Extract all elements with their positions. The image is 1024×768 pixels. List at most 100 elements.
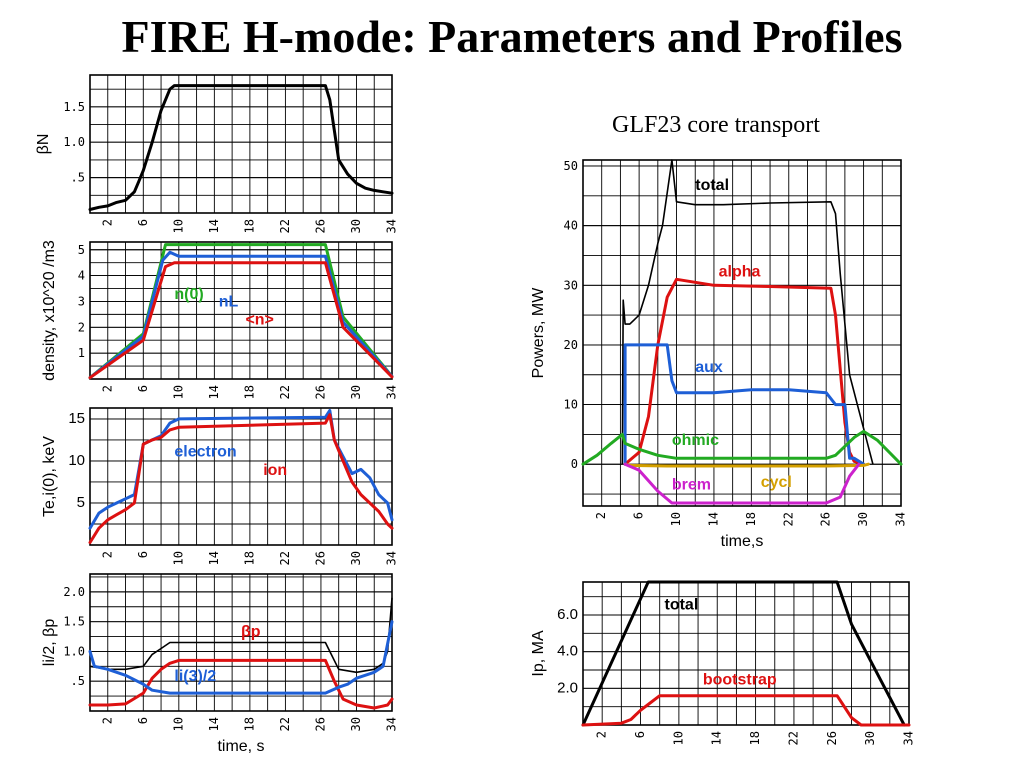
x-tick-label: 30 [349, 219, 363, 233]
series-line-total [621, 159, 874, 465]
x-tick-label: 26 [313, 551, 327, 565]
x-tick-label: 22 [278, 551, 292, 565]
series-label: bootstrap [703, 672, 777, 689]
x-tick-label: 30 [349, 551, 363, 565]
x-tick-label: 22 [278, 385, 292, 399]
y-tick-label: 6.0 [557, 606, 578, 623]
x-tick-label: 10 [669, 512, 683, 526]
y-tick-label: 50 [564, 159, 578, 173]
chart-frame [89, 241, 393, 380]
x-tick-label: 30 [856, 512, 870, 526]
x-tick-label: 10 [171, 219, 185, 233]
series-label: nL [219, 294, 239, 311]
x-tick-label: 18 [242, 551, 256, 565]
y-tick-label: 1 [78, 346, 85, 360]
y-tick-label: 1.0 [63, 644, 85, 658]
series-line-electron [88, 409, 394, 530]
y-tick-label: 2.0 [557, 679, 578, 696]
series-line-bootstrap [581, 694, 911, 727]
series-line-aux [623, 343, 866, 466]
y-tick-label: 5 [78, 243, 85, 257]
x-tick-label: 10 [171, 385, 185, 399]
chart-frame [89, 407, 393, 546]
y-tick-label: .5 [71, 674, 85, 688]
y-axis-label: βN [35, 134, 52, 155]
x-tick-label: 2 [595, 731, 609, 738]
chart-current: 2 6 10 14 18 22 26 30 346.04.02.0Ip, MAtotalboot… [530, 580, 916, 745]
y-tick-label: 30 [564, 278, 578, 292]
x-tick-label: 30 [863, 731, 877, 745]
series-line-total [581, 580, 906, 727]
series-label: alpha [719, 263, 761, 280]
x-tick-label: 26 [313, 717, 327, 731]
y-tick-label: .5 [71, 171, 85, 185]
x-tick-label: 14 [706, 512, 720, 526]
series-line-black [89, 597, 393, 674]
x-tick-label: 10 [171, 551, 185, 565]
x-tick-label: 18 [748, 731, 762, 745]
y-axis-label: Te,i(0), keV [41, 436, 58, 517]
y-axis-label: Powers, MW [530, 287, 547, 379]
y-tick-label: 0 [571, 457, 578, 471]
x-tick-label: 14 [207, 717, 221, 731]
x-tick-label: 34 [385, 717, 399, 731]
y-tick-label: 10 [564, 398, 578, 412]
page-title: FIRE H-mode: Parameters and Profiles [121, 11, 903, 62]
series-line-ohmic [581, 429, 903, 466]
x-tick-label: 22 [278, 717, 292, 731]
series-line-ion [88, 413, 394, 544]
series-label: n(0) [174, 286, 203, 303]
series-label: <n> [245, 312, 273, 329]
y-tick-label: 2 [78, 320, 85, 334]
x-tick-label: 10 [171, 717, 185, 731]
x-tick-label: 18 [744, 512, 758, 526]
x-tick-label: 18 [242, 219, 256, 233]
series-label: cycl [761, 474, 792, 491]
series-label: ohmic [672, 432, 719, 449]
x-tick-label: 6 [632, 512, 646, 519]
x-tick-label: 22 [786, 731, 800, 745]
series-label: electron [174, 444, 236, 461]
y-tick-label: 10 [68, 452, 85, 469]
x-tick-label: 14 [207, 385, 221, 399]
x-tick-label: 6 [136, 551, 150, 558]
y-tick-label: 1.5 [63, 100, 85, 114]
x-tick-label: 34 [894, 512, 908, 526]
x-tick-label: 22 [781, 512, 795, 526]
x-tick-label: 6 [136, 385, 150, 392]
x-tick-label: 34 [385, 551, 399, 565]
x-tick-label: 14 [710, 731, 724, 745]
chart-internal-inductance: 2 6 10 14 18 22 26 30 342.01.51.0.5li/2, βptime,… [41, 573, 399, 755]
x-tick-label: 2 [100, 385, 114, 392]
series-line--p [88, 658, 394, 710]
series-label: total [695, 177, 729, 194]
y-tick-label: 15 [68, 410, 85, 427]
y-tick-label: 40 [564, 219, 578, 233]
series-line-li-3-2 [88, 620, 394, 695]
series-line-alpha [623, 277, 866, 466]
x-tick-label: 14 [207, 551, 221, 565]
x-tick-label: 2 [100, 717, 114, 724]
x-tick-label: 34 [902, 731, 916, 745]
y-tick-label: 3 [78, 294, 85, 308]
page-subtitle: GLF23 core transport [612, 112, 820, 138]
x-tick-label: 14 [207, 219, 221, 233]
series-label: ion [263, 462, 287, 479]
x-tick-label: 18 [242, 385, 256, 399]
series-label: βp [241, 624, 261, 641]
x-tick-label: 26 [819, 512, 833, 526]
series-label: total [665, 597, 699, 614]
series-label: aux [695, 359, 723, 376]
y-tick-label: 5 [77, 494, 85, 511]
x-tick-label: 6 [136, 219, 150, 226]
x-tick-label: 2 [100, 551, 114, 558]
x-axis-label: time, s [217, 738, 264, 755]
y-tick-label: 1.0 [63, 135, 85, 149]
y-tick-label: 1.5 [63, 615, 85, 629]
chart-frame [89, 74, 393, 214]
chart-frame [89, 573, 393, 712]
chart-frame [582, 159, 902, 507]
x-tick-label: 22 [278, 219, 292, 233]
